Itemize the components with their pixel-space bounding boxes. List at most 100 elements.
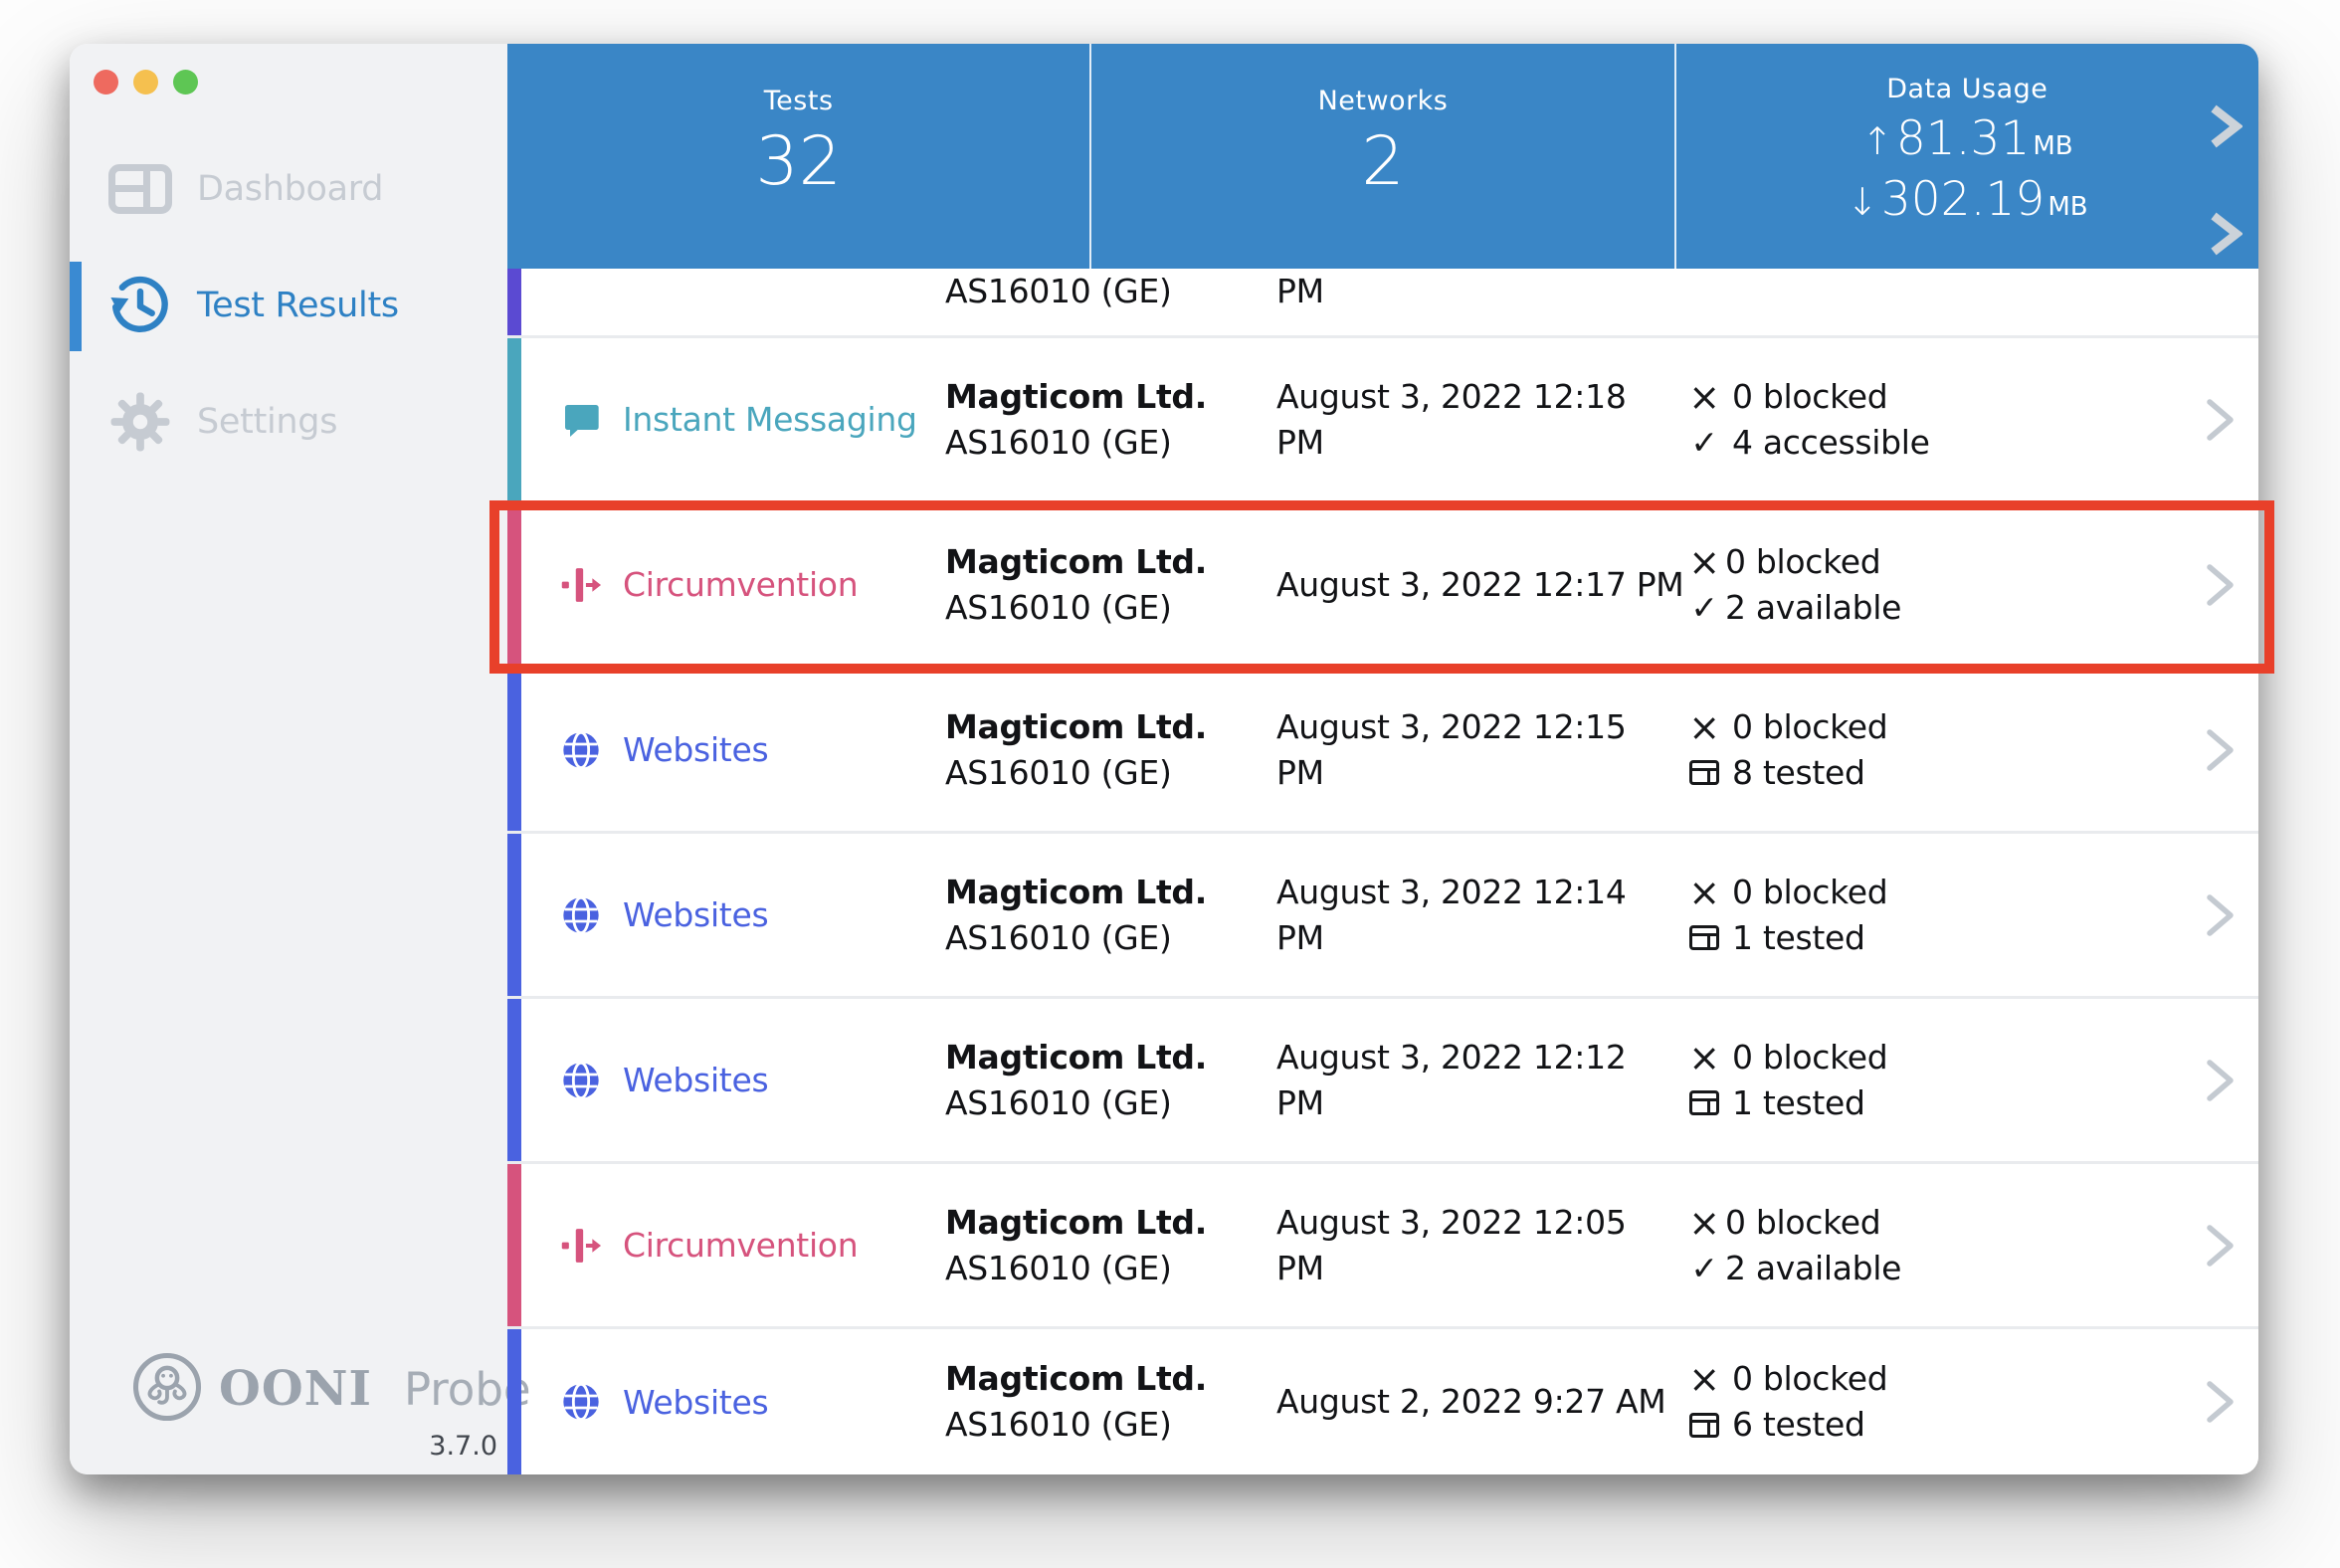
check-icon: ✓ [1690, 1249, 1718, 1287]
blocked-result: × 0 blocked [1686, 1200, 1901, 1246]
test-result-row-instant-messaging[interactable]: Instant Messaging Magticom Ltd. AS16010 … [507, 338, 2258, 500]
sidebar-item-test-results[interactable]: Test Results [70, 256, 507, 355]
sidebar: Dashboard Test Results [70, 44, 531, 1474]
blocked-result: × 0 blocked [1686, 374, 1930, 420]
window-controls [94, 70, 198, 95]
gear-icon [107, 389, 173, 455]
network-asn: AS16010 (GE) [945, 587, 1172, 627]
test-date-2: PM [1276, 1248, 1324, 1287]
globe-icon [561, 895, 601, 935]
test-date-2: PM [1276, 917, 1324, 957]
check-icon: ✓ [1690, 588, 1718, 627]
test-name: Circumvention [623, 1226, 859, 1265]
date-fragment: PM [1276, 272, 1324, 310]
download-arrow-icon: ↓ [1847, 180, 1878, 224]
tested-result: 8 tested [1686, 750, 1887, 796]
test-result-row-websites[interactable]: Websites Magticom Ltd. AS16010 (GE) Augu… [507, 669, 2258, 831]
upload-arrow-icon: ↑ [1860, 119, 1893, 163]
blocked-result: × 0 blocked [1686, 1035, 1888, 1080]
chevron-right-icon [2207, 398, 2235, 442]
network-asn: AS16010 (GE) [945, 272, 1172, 310]
circumvention-icon [561, 565, 601, 605]
history-icon [107, 273, 173, 338]
globe-icon [561, 1061, 601, 1100]
x-icon: × [1688, 539, 1720, 584]
test-date-2: PM [1276, 752, 1324, 792]
zoom-button[interactable] [173, 70, 198, 95]
row-divider [507, 996, 2258, 999]
app-version: 3.7.0 [429, 1431, 497, 1462]
chevron-right-icon [2207, 728, 2235, 772]
test-date-2: PM [1276, 422, 1324, 462]
ooni-octopus-icon [131, 1351, 203, 1427]
test-date: August 3, 2022 12:15 [1276, 706, 1627, 746]
sidebar-item-dashboard[interactable]: Dashboard [70, 139, 507, 239]
network-asn: AS16010 (GE) [945, 422, 1172, 462]
sidebar-item-label: Settings [197, 402, 338, 442]
x-icon: × [1688, 704, 1720, 749]
blocked-result: × 0 blocked [1686, 1356, 1888, 1402]
network-name: Magticom Ltd. [945, 706, 1207, 746]
network-name: Magticom Ltd. [945, 872, 1207, 911]
app-window: Dashboard Test Results [70, 44, 2258, 1474]
chevron-right-icon [2207, 1380, 2235, 1424]
x-icon: × [1688, 374, 1720, 419]
chat-bubble-icon [561, 400, 601, 440]
tested-card-icon [1686, 760, 1722, 785]
row-accent-bar [507, 269, 521, 335]
sidebar-item-label: Dashboard [197, 169, 384, 209]
sidebar-item-settings[interactable]: Settings [70, 372, 507, 472]
network-asn: AS16010 (GE) [945, 752, 1172, 792]
networks-label: Networks [1317, 86, 1449, 116]
summary-header[interactable]: Tests 32 Networks 2 Data Usage ↑ 81.31 M… [507, 44, 2258, 269]
chevron-right-icon [2207, 893, 2235, 937]
active-item-indicator [70, 262, 82, 351]
row-accent-bar [507, 999, 521, 1161]
tested-result: 1 tested [1686, 915, 1887, 961]
data-usage-stat: Data Usage ↑ 81.31 MB ↓ 302.19 MB [1673, 44, 2258, 269]
dashboard-icon [107, 156, 173, 222]
test-result-row-websites[interactable]: Websites Magticom Ltd. AS16010 (GE) Augu… [507, 1329, 2258, 1474]
chevron-right-icon [2207, 1224, 2235, 1268]
chevron-right-icon[interactable] [2209, 211, 2243, 257]
network-asn: AS16010 (GE) [945, 917, 1172, 957]
sidebar-item-label: Test Results [197, 286, 399, 325]
chevron-right-icon[interactable] [2209, 103, 2243, 149]
test-name: Websites [623, 1061, 769, 1099]
row-accent-bar [507, 338, 521, 500]
row-accent-bar [507, 669, 521, 831]
test-result-row-websites[interactable]: Websites Magticom Ltd. AS16010 (GE) Augu… [507, 834, 2258, 996]
minimize-button[interactable] [133, 70, 158, 95]
x-icon: × [1688, 1200, 1720, 1245]
upload-usage: ↑ 81.31 MB [1861, 112, 2073, 173]
tested-result: 6 tested [1686, 1402, 1887, 1448]
row-accent-bar [507, 1164, 521, 1326]
ooni-probe-logo: OONI Probe 3.7.0 [131, 1351, 531, 1462]
row-accent-bar [507, 503, 521, 666]
network-asn: AS16010 (GE) [945, 1248, 1172, 1287]
tests-value: 32 [755, 122, 842, 201]
download-usage: ↓ 302.19 MB [1847, 173, 2088, 234]
upload-unit: MB [2033, 131, 2073, 161]
download-unit: MB [2048, 192, 2088, 222]
tests-label: Tests [763, 86, 834, 116]
data-usage-label: Data Usage [1886, 74, 2048, 104]
close-button[interactable] [94, 70, 118, 95]
test-result-row-circumvention[interactable]: Circumvention Magticom Ltd. AS16010 (GE)… [507, 1164, 2258, 1326]
row-divider [507, 831, 2258, 834]
ooni-wordmark: OONI [219, 1361, 372, 1417]
test-result-row-websites[interactable]: Websites Magticom Ltd. AS16010 (GE) Augu… [507, 999, 2258, 1161]
test-name: Websites [623, 895, 769, 934]
network-asn: AS16010 (GE) [945, 1082, 1172, 1122]
test-result-row-partial[interactable]: AS16010 (GE) PM [507, 269, 2258, 335]
test-date: August 3, 2022 12:14 [1276, 872, 1627, 911]
networks-stat: Networks 2 [1089, 44, 1673, 269]
tests-stat: Tests 32 [507, 44, 1089, 269]
tested-result: 1 tested [1686, 1080, 1887, 1126]
network-name: Magticom Ltd. [945, 1359, 1207, 1398]
blocked-result: × 0 blocked [1686, 539, 1901, 585]
test-date: August 3, 2022 12:17 PM [1276, 564, 1684, 604]
test-result-row-circumvention-highlighted[interactable]: Circumvention Magticom Ltd. AS16010 (GE)… [507, 503, 2258, 666]
blocked-result: × 0 blocked [1686, 704, 1888, 750]
